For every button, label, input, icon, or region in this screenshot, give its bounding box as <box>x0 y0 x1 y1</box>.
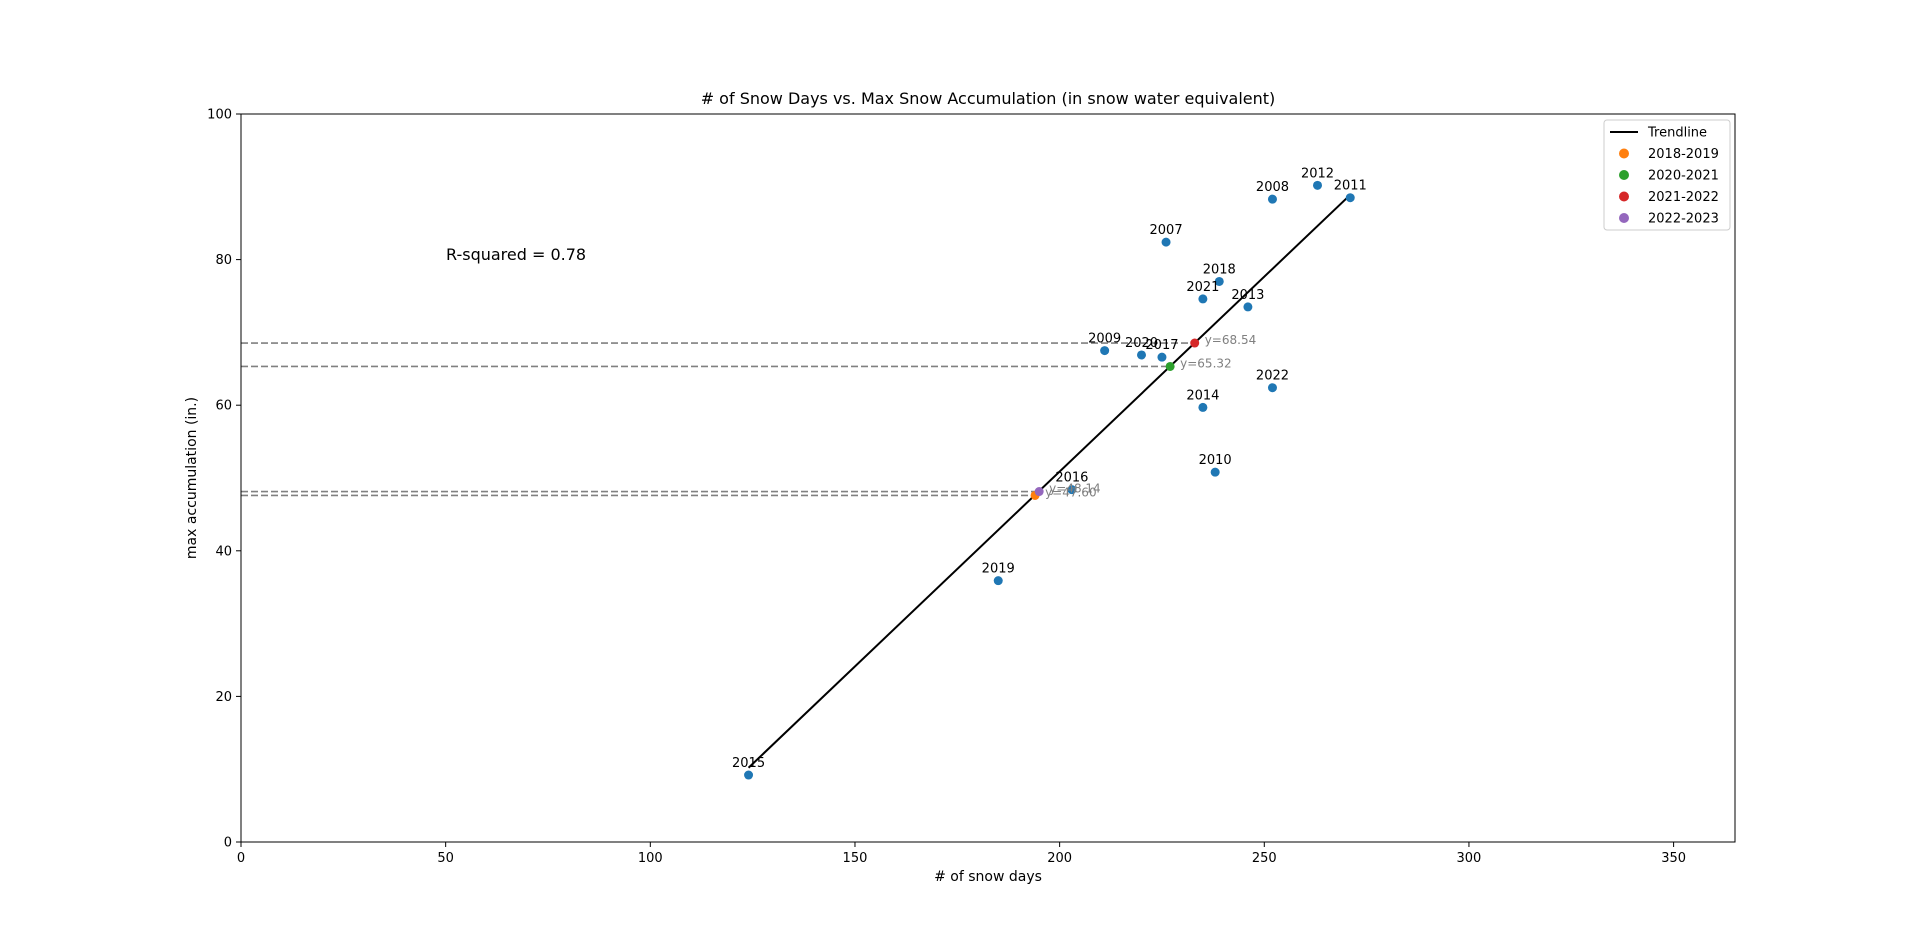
x-tick-label: 350 <box>1661 851 1686 866</box>
data-point <box>1345 193 1355 203</box>
prediction-value-label: y=48.14 <box>1049 482 1101 496</box>
data-point-label: 2008 <box>1256 180 1289 195</box>
data-point-label: 2022 <box>1256 369 1289 384</box>
data-point-label: 2019 <box>982 562 1015 577</box>
data-point-label: 2007 <box>1150 223 1183 238</box>
data-point <box>1161 237 1171 247</box>
plot-area-frame <box>240 113 1736 843</box>
data-point <box>1067 485 1077 495</box>
x-tick-label: 300 <box>1457 851 1482 866</box>
data-point-label: 2012 <box>1301 166 1334 181</box>
data-point-label: 2010 <box>1199 453 1232 468</box>
data-point-label: 2013 <box>1231 288 1264 303</box>
legend-marker-swatch <box>1619 170 1629 180</box>
data-point <box>1214 276 1224 286</box>
data-point-label: 2014 <box>1186 388 1219 403</box>
trendline <box>747 194 1351 769</box>
y-tick-label: 40 <box>215 544 232 559</box>
legend: Trendline 2018-2019 2020-2021 2021-2022 2022… <box>1603 119 1731 231</box>
data-point-label: 2017 <box>1145 338 1178 353</box>
data-point <box>1210 467 1220 477</box>
prediction-value-label: y=65.32 <box>1180 356 1232 370</box>
data-point <box>1243 302 1253 312</box>
data-point-label: 2020 <box>1125 336 1158 351</box>
legend-marker-swatch <box>1619 213 1629 223</box>
y-tick-label: 20 <box>215 690 232 705</box>
prediction-point <box>1190 338 1200 348</box>
data-point <box>1198 402 1208 412</box>
legend-box <box>1603 119 1731 231</box>
data-point <box>1312 180 1322 190</box>
data-point <box>1198 294 1208 304</box>
data-point <box>744 770 754 780</box>
prediction-value-label: y=47.60 <box>1045 485 1097 499</box>
prediction-point <box>1165 361 1175 371</box>
y-axis-title: max accumulation (in.) <box>184 397 200 559</box>
y-tick-label: 60 <box>215 399 232 414</box>
chart-title: # of Snow Days vs. Max Snow Accumulation… <box>701 89 1276 108</box>
legend-marker-swatch <box>1619 148 1629 159</box>
data-point-label: 2016 <box>1055 471 1088 486</box>
legend-entry-label: Trendline <box>1647 126 1707 141</box>
data-point <box>1267 383 1277 393</box>
data-point <box>1100 346 1110 356</box>
data-point <box>1267 194 1277 204</box>
prediction-value-label: y=68.54 <box>1205 333 1257 347</box>
legend-entry-label: 2022-2023 <box>1648 212 1719 227</box>
x-tick-label: 100 <box>638 851 663 866</box>
legend-entry-label: 2018-2019 <box>1648 147 1719 162</box>
x-axis-title: # of snow days <box>934 869 1042 885</box>
x-tick-label: 0 <box>237 851 245 866</box>
data-point <box>1157 352 1167 362</box>
x-tick-label: 200 <box>1047 851 1072 866</box>
data-point <box>1136 350 1146 360</box>
x-tick-label: 150 <box>843 851 868 866</box>
r-squared-annotation: R-squared = 0.78 <box>446 245 586 264</box>
data-point <box>993 576 1003 586</box>
x-tick-label: 250 <box>1252 851 1277 866</box>
data-point-label: 2021 <box>1186 280 1219 295</box>
y-tick-label: 80 <box>215 253 232 268</box>
y-tick-label: 100 <box>207 108 232 123</box>
data-point-label: 2018 <box>1203 262 1236 277</box>
data-point-label: 2011 <box>1334 179 1367 194</box>
data-point-label: 2015 <box>732 756 765 771</box>
prediction-point <box>1034 487 1044 497</box>
y-tick-label: 0 <box>224 836 232 851</box>
legend-entry-label: 2020-2021 <box>1648 169 1719 184</box>
legend-marker-swatch <box>1619 191 1629 202</box>
data-point-label: 2009 <box>1088 332 1121 347</box>
x-tick-label: 50 <box>437 851 454 866</box>
legend-entry-label: 2021-2022 <box>1648 190 1719 205</box>
